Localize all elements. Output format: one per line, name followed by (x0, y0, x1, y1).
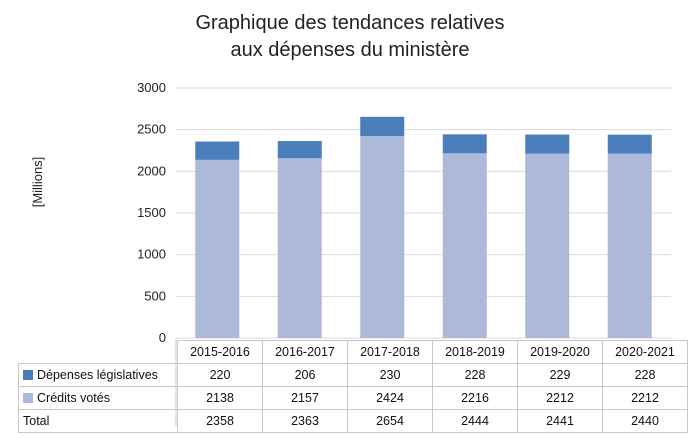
y-tick-label: 1000 (137, 247, 166, 262)
x-category-label: 2015-2016 (177, 340, 263, 364)
bar-credits-votes (277, 158, 322, 338)
table-row-header: Dépenses législatives (18, 363, 178, 387)
bar-credits-votes (360, 136, 405, 338)
data-label: 2216 (432, 386, 518, 410)
y-tick-label: 2500 (137, 122, 166, 137)
y-tick-label: 3000 (137, 80, 166, 95)
chart-title-line-2: aux dépenses du ministère (230, 39, 470, 61)
table-row: Dépenses législatives 220 206 230 228 229 228 (18, 363, 688, 387)
bar-depenses-legislatives (442, 134, 487, 154)
bar-depenses-legislatives (277, 141, 322, 159)
y-tick-label: 1500 (137, 205, 166, 220)
data-label: 220 (177, 363, 263, 387)
legend-label: Dépenses législatives (37, 368, 158, 382)
bar-depenses-legislatives (607, 134, 652, 154)
legend-swatch (23, 393, 33, 403)
bar-credits-votes (195, 159, 240, 338)
x-category-label: 2018-2019 (432, 340, 518, 364)
chart-title: Graphique des tendances relatives aux dé… (0, 10, 700, 64)
bar-depenses-legislatives (525, 134, 570, 154)
legend-label: Crédits votés (37, 391, 110, 405)
data-label: 230 (347, 363, 433, 387)
y-tick-label: 2000 (137, 163, 166, 178)
y-axis-label: [Millions] (30, 157, 45, 208)
data-label: 2654 (347, 409, 433, 433)
data-label: 2424 (347, 386, 433, 410)
table-row-header: Crédits votés (18, 386, 178, 410)
x-category-label: 2017-2018 (347, 340, 433, 364)
x-category-label: 2016-2017 (262, 340, 348, 364)
y-tick-label: 0 (159, 330, 166, 345)
y-tick-label: 500 (144, 288, 166, 303)
table-corner (18, 340, 178, 364)
legend-swatch (23, 370, 33, 380)
data-label: 228 (432, 363, 518, 387)
x-category-label: 2019-2020 (517, 340, 603, 364)
data-label: 2363 (262, 409, 348, 433)
data-label: 2358 (177, 409, 263, 433)
bar-credits-votes (525, 153, 570, 338)
data-label: 229 (517, 363, 603, 387)
data-label: 2212 (602, 386, 688, 410)
data-label: 2157 (262, 386, 348, 410)
y-axis-ticks: 0 500 1000 1500 2000 2500 3000 (137, 80, 166, 345)
data-label: 2444 (432, 409, 518, 433)
data-label: 228 (602, 363, 688, 387)
data-label: 206 (262, 363, 348, 387)
bar-credits-votes (442, 153, 487, 338)
bar-depenses-legislatives (360, 116, 405, 136)
data-label: 2440 (602, 409, 688, 433)
data-label: 2441 (517, 409, 603, 433)
x-category-label: 2020-2021 (602, 340, 688, 364)
table-row: Total 2358 2363 2654 2444 2441 2440 (18, 409, 688, 433)
bars (195, 116, 652, 338)
data-label: 2138 (177, 386, 263, 410)
legend-label: Total (23, 414, 50, 428)
bar-credits-votes (607, 153, 652, 338)
chart-title-line-1: Graphique des tendances relatives (195, 12, 505, 34)
table-row-header: Total (18, 409, 178, 433)
bar-depenses-legislatives (195, 141, 240, 160)
data-table: 2015-2016 2016-2017 2017-2018 2018-2019 2019… (18, 340, 688, 433)
table-row: Crédits votés 2138 2157 2424 2216 2212 2212 (18, 386, 688, 410)
data-label: 2212 (517, 386, 603, 410)
table-header-row: 2015-2016 2016-2017 2017-2018 2018-2019 2019… (18, 340, 688, 364)
